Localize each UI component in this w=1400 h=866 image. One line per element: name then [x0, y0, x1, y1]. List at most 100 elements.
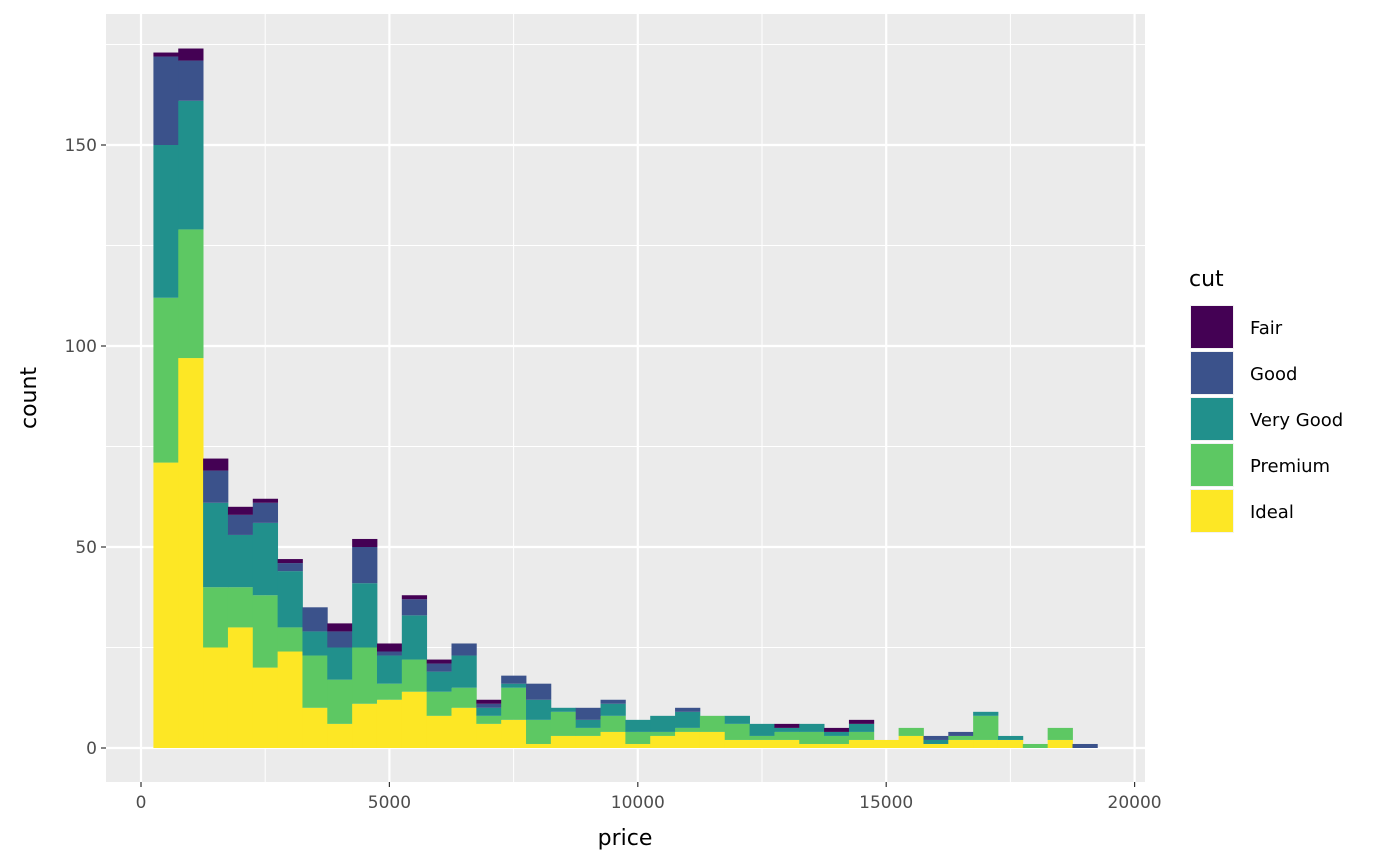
bar-segment-very-good — [774, 727, 800, 732]
x-tick-label: 20000 — [1108, 793, 1162, 813]
bar-segment-ideal — [178, 358, 204, 748]
bar-segment-ideal — [252, 667, 279, 748]
bar-segment-premium — [774, 731, 800, 740]
bar-segment-good — [675, 707, 701, 712]
y-tick-label: 50 — [75, 538, 97, 558]
bar-segment-good — [923, 735, 949, 740]
x-tick-label: 10000 — [611, 793, 665, 813]
bar-segment-very-good — [302, 631, 328, 656]
bar-segment-good — [227, 514, 254, 535]
bar-segment-premium — [749, 735, 775, 740]
bar-segment-ideal — [774, 739, 800, 748]
legend: cut Fair Good Very Good Premium Ideal — [1189, 267, 1343, 533]
bar-segment-premium — [675, 727, 701, 732]
bar-segment-very-good — [426, 671, 452, 692]
x-tick-label: 0 — [136, 793, 147, 813]
bar-segment-very-good — [451, 655, 477, 688]
bar-segment-ideal — [426, 715, 452, 748]
bar-segment-fair — [352, 538, 378, 547]
x-axis-title: price — [598, 826, 653, 851]
bar-segment-ideal — [600, 731, 626, 748]
bar-segment-very-good — [575, 719, 601, 728]
bar-segment-premium — [948, 735, 974, 740]
bar-segment-good — [948, 731, 974, 736]
bar-segment-premium — [898, 727, 924, 736]
bar-segment-good — [575, 707, 601, 720]
bar-segment-ideal — [973, 739, 999, 748]
bar-segment-ideal — [724, 739, 750, 748]
bar-segment-ideal — [153, 462, 179, 748]
legend-key — [1191, 398, 1233, 440]
bar-segment-ideal — [923, 743, 949, 748]
bar-segment-very-good — [600, 703, 626, 716]
legend-label: Good — [1250, 364, 1297, 385]
bar-segment-ideal — [824, 743, 850, 748]
bar-segment-fair — [376, 643, 403, 652]
bar-segment-premium — [724, 723, 750, 740]
bar-segment-ideal — [526, 743, 552, 748]
bar-segment-ideal — [575, 735, 601, 748]
bar-segment-ideal — [948, 739, 974, 748]
bar-segment-premium — [352, 647, 378, 704]
bar-segment-good — [451, 643, 477, 656]
bar-segment-very-good — [848, 723, 875, 732]
legend-key — [1191, 352, 1233, 394]
bar-segment-very-good — [625, 719, 651, 732]
bar-segment-very-good — [650, 715, 676, 732]
bar-segment-good — [352, 547, 378, 584]
bar-segment-very-good — [997, 735, 1024, 740]
bar-segment-premium — [203, 587, 229, 648]
bar-segment-good — [252, 502, 279, 523]
bar-segment-ideal — [501, 719, 527, 748]
bar-segment-fair — [774, 723, 800, 728]
bar-segment-very-good — [476, 707, 502, 716]
legend-key — [1191, 444, 1233, 486]
bar-segment-fair — [252, 498, 279, 503]
bar-segment-fair — [277, 559, 303, 564]
bar-segment-ideal — [1047, 739, 1073, 748]
bar-segment-ideal — [625, 743, 651, 748]
bar-segment-very-good — [376, 655, 403, 684]
bar-segment-ideal — [675, 731, 701, 748]
bar-segment-ideal — [352, 703, 378, 748]
bar-segment-very-good — [501, 683, 527, 688]
bar-segment-ideal — [997, 739, 1024, 748]
bar-segment-ideal — [327, 723, 353, 748]
bar-segment-fair — [426, 659, 452, 664]
bar-segment-premium — [277, 627, 303, 652]
bar-segment-premium — [252, 595, 279, 668]
bar-segment-premium — [973, 715, 999, 740]
y-axis-title: count — [17, 367, 42, 429]
bar-segment-ideal — [302, 707, 328, 748]
bar-segment-good — [277, 563, 303, 572]
bar-segment-premium — [476, 715, 502, 724]
bar-segment-premium — [550, 711, 577, 736]
bar-segment-premium — [153, 297, 179, 463]
bar-segment-premium — [376, 683, 403, 700]
bar-segment-very-good — [327, 647, 353, 680]
bar-segment-fair — [824, 727, 850, 732]
bar-segment-very-good — [252, 522, 279, 596]
bar-segment-good — [1072, 743, 1098, 748]
bar-segment-ideal — [277, 651, 303, 748]
bar-segment-fair — [203, 458, 229, 471]
bar-segment-premium — [302, 655, 328, 708]
bar-segment-very-good — [675, 711, 701, 728]
bar-segment-good — [153, 56, 179, 146]
bar-segment-fair — [848, 719, 875, 724]
y-tick-label: 0 — [86, 739, 97, 759]
bar-segment-very-good — [824, 731, 850, 736]
bar-segment-good — [327, 631, 353, 648]
bar-segment-ideal — [203, 647, 229, 748]
y-tick-label: 100 — [65, 337, 97, 357]
bar-segment-very-good — [724, 715, 750, 724]
x-tick-label: 15000 — [859, 793, 913, 813]
bar-segment-very-good — [799, 723, 825, 732]
bar-segment-premium — [699, 715, 726, 732]
legend-key — [1191, 490, 1233, 532]
legend-label: Fair — [1250, 318, 1283, 339]
bar-segment-ideal — [699, 731, 726, 748]
bar-segment-good — [501, 675, 527, 684]
bar-segment-good — [302, 607, 328, 632]
